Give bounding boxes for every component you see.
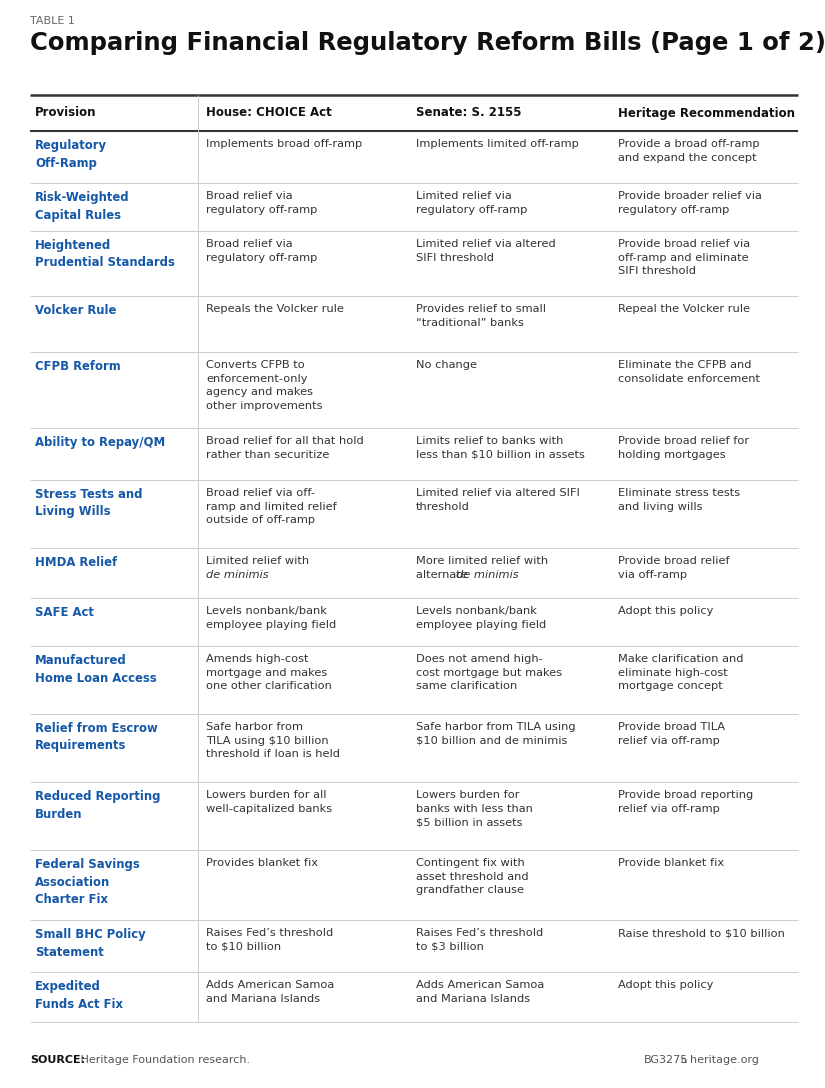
Text: House: CHOICE Act: House: CHOICE Act [206,107,332,120]
Text: Provide broad reporting
relief via off-ramp: Provide broad reporting relief via off-r… [618,790,753,814]
Text: Limited relief via altered SIFI
threshold: Limited relief via altered SIFI threshol… [416,489,580,511]
Text: Adds American Samoa
and Mariana Islands: Adds American Samoa and Mariana Islands [206,980,334,1003]
Text: BG3275: BG3275 [644,1055,688,1065]
Text: Expedited
Funds Act Fix: Expedited Funds Act Fix [35,980,123,1011]
Text: Volcker Rule: Volcker Rule [35,304,116,317]
Text: Stress Tests and
Living Wills: Stress Tests and Living Wills [35,489,143,519]
Text: Adopt this policy: Adopt this policy [618,606,714,616]
Text: Raises Fed’s threshold
to $3 billion: Raises Fed’s threshold to $3 billion [416,928,543,952]
Text: Make clarification and
eliminate high-cost
mortgage concept: Make clarification and eliminate high-co… [618,654,743,691]
Text: TABLE 1: TABLE 1 [30,16,75,26]
Text: Safe harbor from TILA using
$10 billion and de minimis: Safe harbor from TILA using $10 billion … [416,722,576,745]
Text: Ability to Repay/QM: Ability to Repay/QM [35,436,165,449]
Text: Levels nonbank/bank
employee playing field: Levels nonbank/bank employee playing fie… [416,606,546,630]
Text: Regulatory
Off-Ramp: Regulatory Off-Ramp [35,139,107,170]
Text: Lowers burden for all
well-capitalized banks: Lowers burden for all well-capitalized b… [206,790,332,814]
Text: Provides blanket fix: Provides blanket fix [206,858,318,868]
Text: Provides relief to small
“traditional” banks: Provides relief to small “traditional” b… [416,304,546,327]
Text: Comparing Financial Regulatory Reform Bills (Page 1 of 2): Comparing Financial Regulatory Reform Bi… [30,30,825,55]
Text: No change: No change [416,360,477,370]
Text: alternate: alternate [416,569,471,580]
Text: Converts CFPB to
enforcement-only
agency and makes
other improvements: Converts CFPB to enforcement-only agency… [206,360,323,411]
Text: Levels nonbank/bank
employee playing field: Levels nonbank/bank employee playing fie… [206,606,337,630]
Text: Heritage Recommendation: Heritage Recommendation [618,107,795,120]
Text: Broad relief for all that hold
rather than securitize: Broad relief for all that hold rather th… [206,436,364,459]
Text: Reduced Reporting
Burden: Reduced Reporting Burden [35,790,161,820]
Text: Eliminate stress tests
and living wills: Eliminate stress tests and living wills [618,489,740,511]
Text: Risk-Weighted
Capital Rules: Risk-Weighted Capital Rules [35,191,130,222]
Text: Safe harbor from
TILA using $10 billion
threshold if loan is held: Safe harbor from TILA using $10 billion … [206,722,340,759]
Text: CFPB Reform: CFPB Reform [35,360,120,373]
Text: SOURCE:: SOURCE: [30,1055,85,1065]
Text: Implements limited off-ramp: Implements limited off-ramp [416,139,579,149]
Text: Amends high-cost
mortgage and makes
one other clarification: Amends high-cost mortgage and makes one … [206,654,332,691]
Text: Manufactured
Home Loan Access: Manufactured Home Loan Access [35,654,157,684]
Text: Raises Fed’s threshold
to $10 billion: Raises Fed’s threshold to $10 billion [206,928,333,952]
Text: Provide blanket fix: Provide blanket fix [618,858,724,868]
Text: Provide broader relief via
regulatory off-ramp: Provide broader relief via regulatory of… [618,191,761,214]
Text: Contingent fix with
asset threshold and
grandfather clause: Contingent fix with asset threshold and … [416,858,529,895]
Text: Broad relief via
regulatory off-ramp: Broad relief via regulatory off-ramp [206,191,318,214]
Text: de minimis: de minimis [456,569,519,580]
Text: More limited relief with: More limited relief with [416,556,548,566]
Text: Provide broad relief for
holding mortgages: Provide broad relief for holding mortgag… [618,436,749,459]
Text: Eliminate the CFPB and
consolidate enforcement: Eliminate the CFPB and consolidate enfor… [618,360,760,384]
Text: Broad relief via
regulatory off-ramp: Broad relief via regulatory off-ramp [206,239,318,262]
Text: Broad relief via off-
ramp and limited relief
outside of off-ramp: Broad relief via off- ramp and limited r… [206,489,337,526]
Text: Lowers burden for
banks with less than
$5 billion in assets: Lowers burden for banks with less than $… [416,790,533,827]
Text: Raise threshold to $10 billion: Raise threshold to $10 billion [618,928,785,938]
Text: Adds American Samoa
and Mariana Islands: Adds American Samoa and Mariana Islands [416,980,544,1003]
Text: Federal Savings
Association
Charter Fix: Federal Savings Association Charter Fix [35,858,139,906]
Text: Limited relief via
regulatory off-ramp: Limited relief via regulatory off-ramp [416,191,527,214]
Text: Repeals the Volcker rule: Repeals the Volcker rule [206,304,344,314]
Text: Heritage Foundation research.: Heritage Foundation research. [77,1055,250,1065]
Text: Does not amend high-
cost mortgage but makes
same clarification: Does not amend high- cost mortgage but m… [416,654,562,691]
Text: HMDA Relief: HMDA Relief [35,556,117,569]
Text: Provide broad relief via
off-ramp and eliminate
SIFI threshold: Provide broad relief via off-ramp and el… [618,239,750,276]
Text: Heightened
Prudential Standards: Heightened Prudential Standards [35,239,175,270]
Text: Provide a broad off-ramp
and expand the concept: Provide a broad off-ramp and expand the … [618,139,760,162]
Text: Provide broad TILA
relief via off-ramp: Provide broad TILA relief via off-ramp [618,722,725,745]
Text: Provision: Provision [35,107,97,120]
Text: ⌂: ⌂ [680,1055,686,1065]
Text: Limits relief to banks with
less than $10 billion in assets: Limits relief to banks with less than $1… [416,436,585,459]
Text: Implements broad off-ramp: Implements broad off-ramp [206,139,362,149]
Text: de minimis: de minimis [206,569,269,580]
Text: Senate: S. 2155: Senate: S. 2155 [416,107,521,120]
Text: SAFE Act: SAFE Act [35,606,94,619]
Text: Relief from Escrow
Requirements: Relief from Escrow Requirements [35,722,158,753]
Text: Adopt this policy: Adopt this policy [618,980,714,990]
Text: Repeal the Volcker rule: Repeal the Volcker rule [618,304,750,314]
Text: heritage.org: heritage.org [690,1055,759,1065]
Text: Limited relief with: Limited relief with [206,556,309,566]
Text: Small BHC Policy
Statement: Small BHC Policy Statement [35,928,146,959]
Text: Limited relief via altered
SIFI threshold: Limited relief via altered SIFI threshol… [416,239,556,262]
Text: Provide broad relief
via off-ramp: Provide broad relief via off-ramp [618,556,729,580]
